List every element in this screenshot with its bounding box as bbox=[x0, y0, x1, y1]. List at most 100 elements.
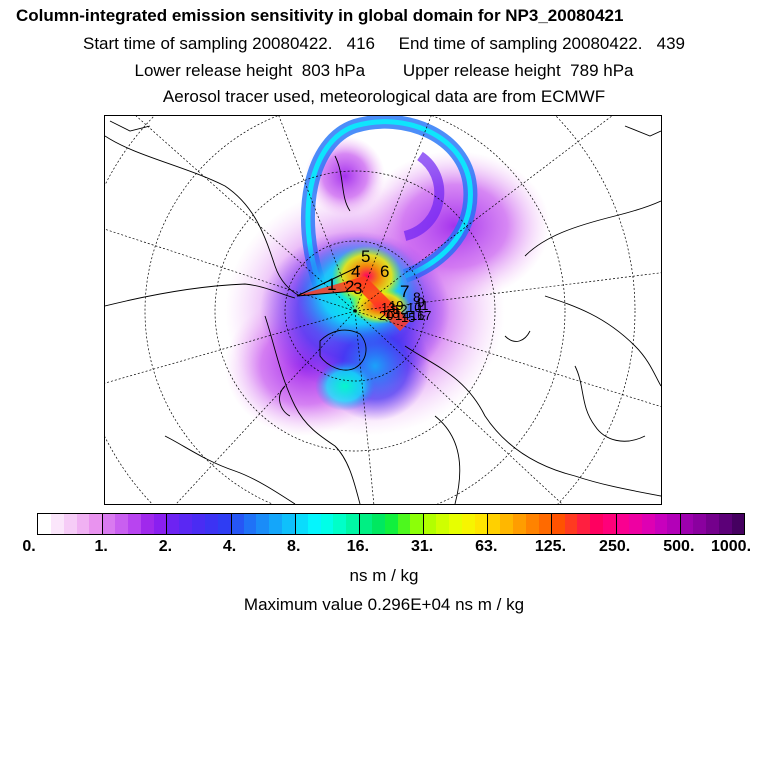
colorbar-swatch bbox=[641, 514, 655, 534]
plume-streak bbox=[295, 265, 410, 331]
colorbar-swatch bbox=[102, 514, 116, 534]
colorbar-tick-label: 63. bbox=[475, 538, 498, 555]
colorbar-swatch bbox=[551, 514, 565, 534]
colorbar-swatch bbox=[693, 514, 706, 534]
colorbar-swatch bbox=[320, 514, 334, 534]
colorbar-swatch bbox=[76, 514, 90, 534]
release-point-labels: 1 2 3 4 5 6 7 8 9 10 11 12 13 14 15 16 1… bbox=[327, 247, 431, 325]
colorbar-swatch bbox=[50, 514, 64, 534]
colorbar-divider bbox=[294, 514, 296, 534]
coastlines bbox=[105, 120, 661, 504]
chart-title: Column-integrated emission sensitivity i… bbox=[16, 6, 624, 25]
colorbar-swatch bbox=[153, 514, 167, 534]
maximum-value-label: Maximum value 0.296E+04 ns m / kg bbox=[243, 595, 525, 614]
colorbar-swatch bbox=[564, 514, 578, 534]
map-panel: 1 2 3 4 5 6 7 8 9 10 11 12 13 14 15 16 1… bbox=[104, 115, 662, 505]
release-point-1: 1 bbox=[327, 275, 336, 294]
colorbar-swatch bbox=[590, 514, 604, 534]
colorbar-swatch bbox=[397, 514, 411, 534]
colorbar-swatch bbox=[384, 514, 398, 534]
release-point-13: 13 bbox=[381, 300, 395, 315]
release-point-6: 6 bbox=[380, 262, 389, 281]
release-point-18: 18 bbox=[385, 306, 399, 321]
release-point-10: 10 bbox=[407, 300, 421, 315]
colorbar-swatch bbox=[256, 514, 270, 534]
colorbar-swatch bbox=[423, 514, 437, 534]
colorbar-divider bbox=[487, 514, 489, 534]
colorbar-tick-label: 1000. bbox=[710, 538, 752, 555]
colorbar-tick-label: 500. bbox=[663, 538, 695, 555]
release-point-19: 19 bbox=[389, 298, 403, 313]
colorbar-divider bbox=[166, 514, 168, 534]
colorbar-swatch bbox=[487, 514, 501, 534]
colorbar-tick-label: 4. bbox=[222, 538, 237, 555]
colorbar-unit-label: ns m / kg bbox=[349, 566, 419, 585]
release-point-9: 9 bbox=[417, 294, 425, 310]
graticule bbox=[105, 116, 661, 504]
colorbar-tick-label: 250. bbox=[599, 538, 631, 555]
colorbar bbox=[37, 513, 745, 535]
colorbar-divider bbox=[358, 514, 360, 534]
colorbar-swatch bbox=[667, 514, 681, 534]
colorbar-tick-label: 8. bbox=[287, 538, 301, 555]
colorbar-swatch bbox=[615, 514, 629, 534]
release-point-20: 20 bbox=[379, 308, 393, 323]
colorbar-swatch bbox=[307, 514, 321, 534]
colorbar-swatch bbox=[38, 514, 51, 534]
colorbar-swatch bbox=[680, 514, 694, 534]
release-height-line: Lower release height 803 hPa Upper relea… bbox=[134, 61, 634, 80]
colorbar-divider bbox=[551, 514, 553, 534]
colorbar-tick-label: 2. bbox=[158, 538, 173, 555]
colorbar-tick-label: 31. bbox=[410, 538, 434, 555]
colorbar-swatch bbox=[718, 514, 732, 534]
colorbar-divider bbox=[102, 514, 104, 534]
colorbar-swatch bbox=[192, 514, 205, 534]
colorbar-swatch bbox=[166, 514, 180, 534]
colorbar-swatch bbox=[179, 514, 193, 534]
colorbar-swatch bbox=[89, 514, 103, 534]
colorbar-swatch bbox=[282, 514, 295, 534]
colorbar-divider bbox=[615, 514, 617, 534]
sampling-time-line: Start time of sampling 20080422. 416 End… bbox=[83, 34, 685, 53]
colorbar-swatch bbox=[577, 514, 591, 534]
colorbar-swatch bbox=[140, 514, 154, 534]
release-point-12: 12 bbox=[393, 302, 407, 317]
colorbar-swatch bbox=[538, 514, 552, 534]
colorbar-swatch bbox=[294, 514, 308, 534]
colorbar-swatch bbox=[705, 514, 719, 534]
colorbar-swatch bbox=[127, 514, 141, 534]
release-point-4: 4 bbox=[351, 262, 360, 281]
colorbar-swatch bbox=[63, 514, 77, 534]
colorbar-tick-label: 1. bbox=[94, 538, 108, 555]
release-point-3: 3 bbox=[353, 279, 362, 298]
release-point-7: 7 bbox=[400, 282, 409, 301]
colorbar-swatch bbox=[449, 514, 462, 534]
colorbar-swatch bbox=[526, 514, 539, 534]
release-point-11: 11 bbox=[415, 298, 429, 313]
colorbar-tick-label: 0. bbox=[22, 538, 36, 555]
colorbar-swatch bbox=[474, 514, 488, 534]
colorbar-swatch bbox=[359, 514, 372, 534]
release-point-14: 14 bbox=[395, 308, 409, 323]
colorbar-swatch bbox=[628, 514, 642, 534]
colorbar-swatch bbox=[346, 514, 360, 534]
colorbar-tick-label: 125. bbox=[534, 538, 567, 555]
colorbar-swatch bbox=[269, 514, 283, 534]
colorbar-swatch bbox=[243, 514, 257, 534]
colorbar-swatch bbox=[230, 514, 244, 534]
colorbar-swatch bbox=[371, 514, 385, 534]
colorbar-swatch bbox=[333, 514, 347, 534]
colorbar-swatch bbox=[500, 514, 514, 534]
colorbar-divider bbox=[230, 514, 232, 534]
release-point-15: 15 bbox=[401, 310, 415, 325]
colorbar-swatch bbox=[461, 514, 475, 534]
colorbar-swatch bbox=[513, 514, 527, 534]
colorbar-swatch bbox=[204, 514, 218, 534]
colorbar-swatch bbox=[115, 514, 128, 534]
colorbar-ticks: 0. 1. 2. 4. 8. 16. 31. 63. 125. 250. 500. 1000. bbox=[0, 538, 768, 558]
colorbar-swatch bbox=[654, 514, 668, 534]
release-point-5: 5 bbox=[361, 247, 370, 266]
colorbar-tick-label: 16. bbox=[346, 538, 370, 555]
release-point-17: 17 bbox=[417, 308, 431, 323]
colorbar-swatch bbox=[217, 514, 231, 534]
